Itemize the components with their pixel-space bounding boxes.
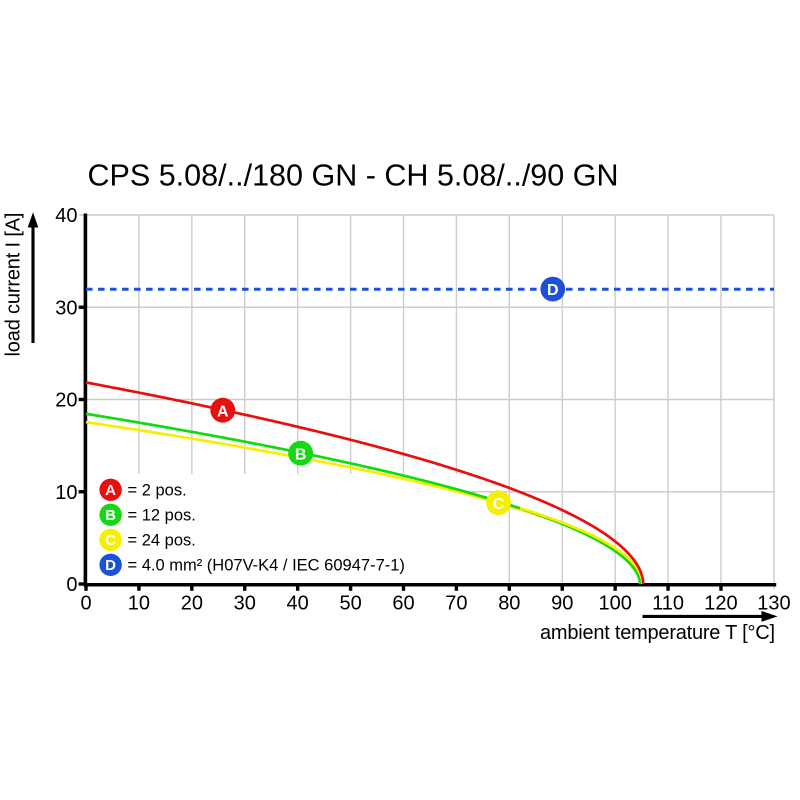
- svg-text:B: B: [295, 446, 307, 463]
- svg-text:40: 40: [55, 205, 77, 227]
- svg-text:= 12 pos.: = 12 pos.: [128, 507, 196, 525]
- svg-text:40: 40: [287, 593, 309, 615]
- svg-text:C: C: [105, 532, 116, 549]
- svg-text:= 4.0 mm² (H07V-K4 / IEC 60947: = 4.0 mm² (H07V-K4 / IEC 60947-7-1): [128, 557, 405, 575]
- svg-text:60: 60: [392, 593, 414, 615]
- svg-text:50: 50: [339, 593, 361, 615]
- svg-text:A: A: [217, 403, 229, 420]
- svg-text:= 24 pos.: = 24 pos.: [128, 532, 196, 550]
- svg-text:20: 20: [181, 593, 203, 615]
- svg-text:10: 10: [128, 593, 150, 615]
- svg-text:30: 30: [234, 593, 256, 615]
- svg-text:= 2 pos.: = 2 pos.: [128, 482, 187, 500]
- svg-text:20: 20: [55, 390, 77, 412]
- svg-text:C: C: [493, 496, 505, 513]
- svg-text:130: 130: [757, 593, 790, 615]
- svg-text:110: 110: [652, 593, 684, 615]
- svg-text:80: 80: [498, 593, 520, 615]
- svg-text:30: 30: [55, 297, 77, 319]
- svg-text:load current I [A]: load current I [A]: [3, 213, 25, 357]
- svg-text:D: D: [547, 282, 559, 299]
- svg-text:0: 0: [66, 574, 77, 596]
- svg-text:D: D: [105, 557, 116, 574]
- svg-text:CPS 5.08/../180 GN - CH 5.08/.: CPS 5.08/../180 GN - CH 5.08/../90 GN: [88, 159, 619, 193]
- svg-text:100: 100: [598, 593, 631, 615]
- svg-text:ambient temperature T [°C]: ambient temperature T [°C]: [540, 622, 775, 644]
- svg-text:70: 70: [445, 593, 467, 615]
- svg-text:120: 120: [704, 593, 737, 615]
- svg-text:10: 10: [55, 482, 77, 504]
- svg-text:A: A: [105, 482, 116, 499]
- svg-text:90: 90: [551, 593, 573, 615]
- svg-text:0: 0: [80, 593, 91, 615]
- svg-text:B: B: [105, 507, 116, 524]
